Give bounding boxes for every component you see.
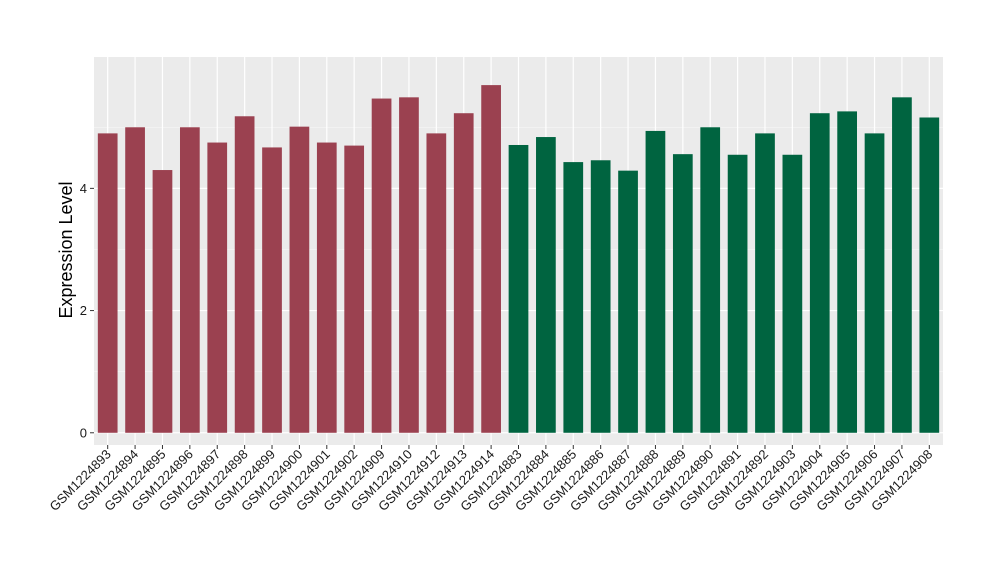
bar-GSM1224885 (563, 162, 584, 433)
bar-GSM1224883 (508, 144, 529, 433)
axes: 024GSM1224893GSM1224894GSM1224895GSM1224… (46, 181, 935, 514)
y-tick-label: 4 (80, 181, 87, 196)
bar-GSM1224910 (399, 97, 419, 433)
bars (97, 85, 940, 433)
bar-GSM1224899 (262, 147, 282, 433)
y-tick-label: 2 (80, 303, 87, 318)
bar-GSM1224904 (809, 113, 830, 433)
bar-GSM1224887 (618, 170, 638, 433)
bar-GSM1224909 (371, 98, 392, 433)
bar-GSM1224896 (179, 127, 200, 433)
bar-GSM1224893 (97, 133, 118, 433)
bar-GSM1224895 (152, 170, 173, 433)
bar-GSM1224903 (782, 154, 803, 433)
y-tick-label: 0 (80, 425, 87, 440)
bar-GSM1224897 (207, 142, 228, 433)
y-axis-title: Expression Level (56, 181, 76, 318)
bar-GSM1224913 (453, 113, 474, 433)
bar-GSM1224891 (727, 154, 748, 433)
bar-GSM1224889 (672, 154, 693, 433)
bar-GSM1224890 (700, 127, 721, 433)
bar-GSM1224914 (481, 85, 501, 433)
bar-GSM1224908 (919, 117, 940, 433)
bar-GSM1224886 (590, 160, 611, 433)
bar-GSM1224912 (426, 133, 447, 433)
bar-GSM1224906 (864, 133, 885, 433)
bar-GSM1224901 (316, 142, 337, 433)
bar-GSM1224905 (837, 111, 858, 433)
bar-GSM1224902 (344, 145, 365, 433)
bar-GSM1224888 (645, 130, 666, 433)
bar-GSM1224900 (289, 126, 310, 433)
bar-GSM1224894 (125, 127, 145, 433)
bar-GSM1224907 (892, 97, 912, 433)
bar-GSM1224884 (536, 137, 556, 433)
bar-GSM1224892 (755, 133, 775, 433)
bar-GSM1224898 (234, 116, 255, 433)
